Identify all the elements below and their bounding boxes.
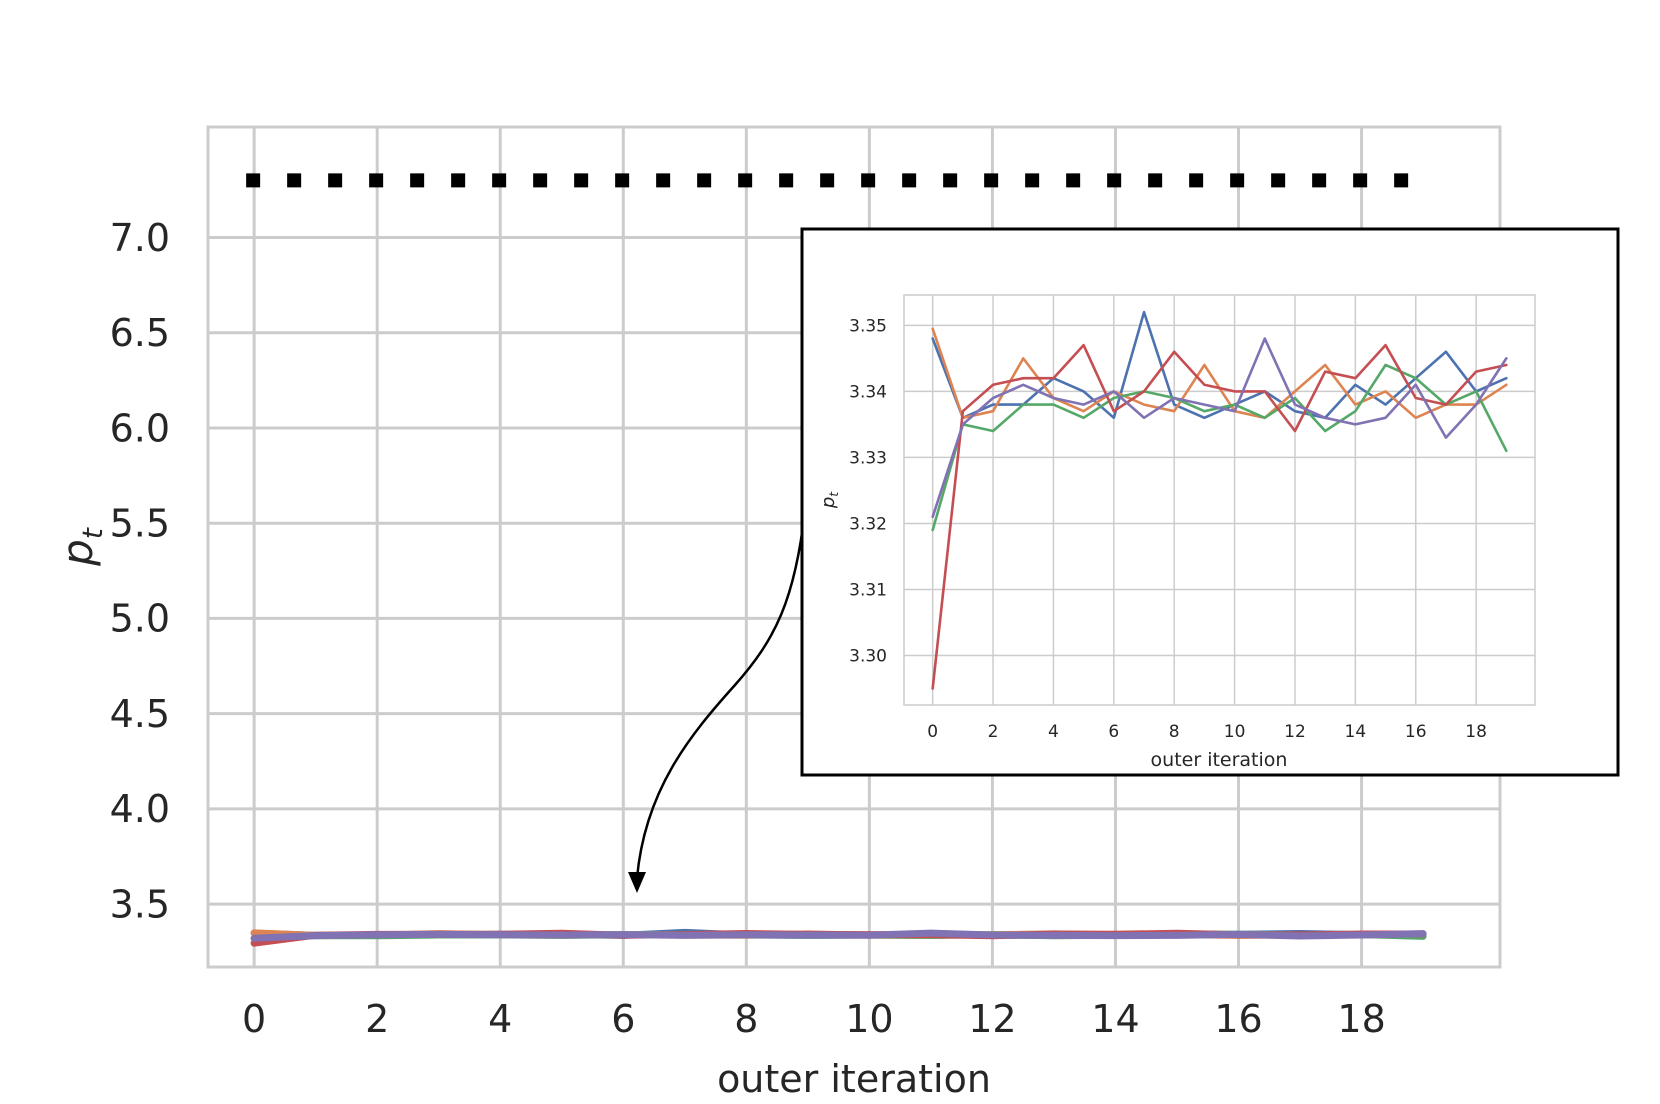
main-y-axis-label-base: p (53, 539, 102, 567)
inset-series-line-5 (931, 337, 1508, 519)
inset-x-tick-label: 10 (1224, 722, 1246, 742)
inset-x-tick-label: 0 (927, 722, 938, 742)
inset-x-tick-label: 14 (1345, 722, 1367, 742)
inset-x-tick-label: 18 (1465, 722, 1487, 742)
main-x-tick-label: 18 (1337, 997, 1385, 1041)
main-y-tick-label: 6.0 (110, 406, 170, 450)
inset-y-axis-label-sub: t (827, 491, 841, 497)
inset-x-tick-labels: 0 2 4 6 8 10 12 14 16 18 (927, 722, 1487, 742)
inset-chart: 0 2 4 6 8 10 12 14 16 18 3.30 3.31 3.32 3.33 3.34 3.35… (800, 227, 1620, 777)
main-series-group (250, 928, 1427, 947)
main-x-tick-label: 0 (242, 997, 266, 1041)
main-y-tick-labels: 3.5 4.0 4.5 5.0 5.5 6.0 6.5 7.0 (110, 216, 170, 927)
main-y-tick-label: 5.0 (110, 597, 170, 641)
inset-y-tick-labels: 3.30 3.31 3.32 3.33 3.34 3.35 (849, 316, 887, 666)
inset-y-axis-label: pt (818, 491, 841, 509)
inset-x-tick-label: 2 (988, 722, 999, 742)
main-x-tick-label: 14 (1091, 997, 1139, 1041)
inset-y-tick-label: 3.34 (849, 382, 887, 402)
main-x-tick-label: 16 (1214, 997, 1262, 1041)
main-y-axis-label-sub: t (76, 527, 109, 539)
inset-x-tick-label: 16 (1405, 722, 1427, 742)
main-y-tick-label: 3.5 (110, 882, 170, 926)
inset-y-tick-label: 3.33 (849, 448, 887, 468)
inset-y-tick-label: 3.31 (849, 580, 887, 600)
main-x-tick-label: 2 (365, 997, 389, 1041)
main-x-tick-label: 8 (734, 997, 758, 1041)
inset-plot-area (904, 295, 1535, 705)
inset-y-tick-label: 3.32 (849, 514, 887, 534)
inset-series-group (931, 310, 1508, 690)
inset-y-tick-label: 3.30 (849, 646, 887, 666)
main-y-tick-label: 4.0 (110, 787, 170, 831)
main-x-tick-labels: 0 2 4 6 8 10 12 14 16 18 (242, 997, 1386, 1041)
inset-x-tick-label: 6 (1108, 722, 1119, 742)
inset-x-tick-label: 8 (1169, 722, 1180, 742)
main-x-tick-label: 12 (968, 997, 1016, 1041)
zoom-arrow (628, 509, 807, 893)
zoom-arrow-head (628, 872, 646, 893)
main-series-line-5 (250, 929, 1427, 942)
inset-x-tick-label: 12 (1284, 722, 1306, 742)
main-x-tick-label: 6 (611, 997, 635, 1041)
main-y-tick-label: 7.0 (110, 216, 170, 260)
inset-y-tick-label: 3.35 (849, 316, 887, 336)
main-y-tick-label: 5.5 (110, 501, 170, 545)
inset-x-tick-label: 4 (1048, 722, 1059, 742)
main-x-tick-label: 10 (845, 997, 893, 1041)
inset-x-axis-label: outer iteration (1151, 749, 1288, 771)
inset-y-axis-label-base: p (818, 497, 839, 509)
main-y-axis-label: pt (53, 527, 109, 567)
inset-plot-frame (903, 294, 1536, 706)
inset-grid (904, 295, 1535, 705)
inset-series-line-1 (931, 310, 1508, 420)
main-x-tick-label: 4 (488, 997, 512, 1041)
main-y-tick-label: 6.5 (110, 311, 170, 355)
zoom-arrow-path (635, 509, 807, 879)
main-x-axis-label: outer iteration (717, 1057, 991, 1101)
main-y-tick-label: 4.5 (110, 692, 170, 736)
